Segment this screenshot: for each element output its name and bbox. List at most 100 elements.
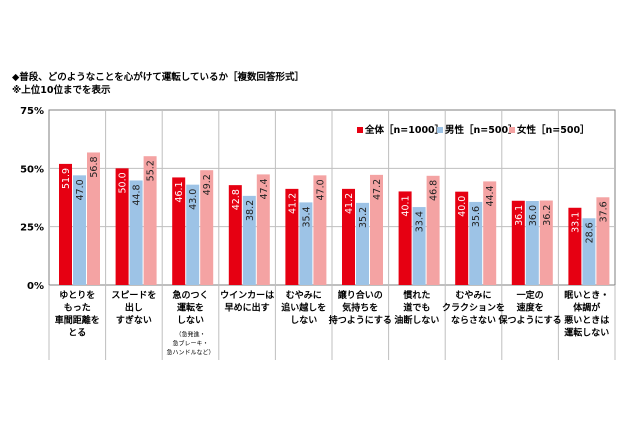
data-label: 56.8 [89, 156, 100, 177]
category-label: 急のつく [172, 289, 208, 301]
category-note: 急ハンドルなど） [166, 349, 214, 357]
bar [525, 201, 539, 285]
category-label: むやみに [286, 290, 322, 301]
category-label: しない [290, 315, 317, 326]
bar [455, 191, 469, 285]
bar [200, 170, 214, 285]
bar [398, 191, 412, 285]
category-label: 悪いときは [564, 315, 609, 326]
data-label: 35.4 [301, 206, 312, 227]
data-label: 44.4 [485, 185, 496, 206]
bar [228, 185, 242, 285]
category-label: ならさない [451, 315, 496, 326]
bar [582, 218, 596, 285]
category-label: 速度を [517, 302, 544, 314]
data-label: 47.0 [75, 179, 86, 200]
category-label: もった [64, 303, 91, 314]
data-label: 50.0 [118, 172, 129, 193]
category-label: 一定の [517, 289, 544, 301]
category-label: とる [68, 328, 86, 339]
data-label: 37.6 [598, 201, 609, 222]
category-label: 道でも [403, 302, 430, 314]
legend-swatch [509, 127, 515, 133]
bar [115, 168, 129, 285]
category-label: むやみに [455, 290, 491, 301]
bar [426, 175, 440, 285]
data-label: 47.2 [372, 179, 383, 200]
category-note: （急発進・ [175, 331, 205, 339]
category-label: 早めに出す [225, 302, 270, 314]
data-label: 41.2 [344, 193, 355, 214]
data-label: 40.0 [457, 196, 468, 217]
bar [299, 202, 313, 285]
bar [172, 177, 186, 285]
bar [143, 156, 157, 285]
category-label: 眠いとき・ [564, 290, 609, 301]
data-label: 47.4 [259, 178, 270, 199]
data-label: 43.0 [188, 189, 199, 210]
data-label: 40.1 [401, 195, 412, 216]
category-label: 持つようにする [329, 314, 392, 326]
bar [242, 195, 256, 285]
data-label: 46.8 [429, 180, 440, 201]
data-label: 36.0 [528, 205, 539, 226]
category-label: 保つようにする [498, 314, 562, 326]
bar [469, 201, 483, 285]
data-label: 35.6 [471, 206, 482, 227]
bar [285, 188, 299, 285]
category-label: しない [177, 315, 204, 326]
chart-subtitle: ※上位10位までを表示 [12, 85, 111, 96]
data-label: 47.0 [315, 179, 326, 200]
category-label: 体調が [573, 302, 601, 314]
bar [539, 200, 553, 285]
data-label: 36.2 [542, 205, 553, 226]
data-label: 49.2 [202, 174, 213, 195]
data-label: 33.4 [415, 211, 426, 232]
bar [186, 184, 200, 285]
category-label: ウインカーは [220, 290, 274, 301]
data-label: 46.1 [174, 181, 185, 202]
bar [596, 197, 610, 285]
category-label: 運転を [177, 302, 204, 314]
bar [256, 174, 270, 285]
bar [511, 200, 525, 285]
data-label: 55.2 [146, 160, 157, 181]
bar [87, 152, 100, 285]
category-label: 慣れた [402, 289, 430, 301]
bar [73, 175, 86, 285]
data-label: 38.2 [245, 200, 256, 221]
bar [412, 207, 426, 285]
y-tick-label: 25% [20, 223, 44, 234]
category-label: 運転しない [564, 327, 609, 339]
category-label: スピードを [111, 289, 156, 301]
data-label: 28.6 [584, 222, 595, 243]
category-label: すぎない [116, 314, 152, 326]
category-label: クラクションを [442, 303, 505, 314]
category-label: 譲り合いの [338, 289, 383, 301]
bar [342, 188, 355, 285]
bar [313, 175, 327, 285]
category-label: 追い越しを [281, 302, 326, 314]
data-label: 41.2 [287, 193, 298, 214]
y-tick-label: 75% [20, 106, 44, 117]
legend-label: 女性［n=500］ [517, 124, 590, 136]
y-tick-label: 0% [27, 281, 44, 292]
data-label: 33.1 [570, 212, 581, 233]
data-label: 51.9 [61, 168, 72, 189]
category-label: 気持ちを [342, 302, 378, 314]
data-label: 35.2 [358, 207, 369, 228]
data-label: 36.1 [514, 205, 525, 226]
bar [370, 174, 383, 285]
legend-swatch [437, 127, 443, 133]
legend-label: 全体［n=1000］ [364, 124, 444, 136]
legend-label: 男性［n=500］ [445, 124, 518, 136]
category-label: 油断しない [394, 314, 439, 326]
bar [568, 207, 582, 285]
y-tick-label: 50% [20, 164, 44, 175]
chart-title: ◆普段、どのようなことを心がけて運転しているか［複数回答形式］ [12, 72, 305, 83]
category-label: 車間距離を [55, 314, 100, 326]
legend-swatch [357, 127, 363, 133]
data-label: 42.8 [231, 189, 242, 210]
bar [483, 181, 497, 285]
